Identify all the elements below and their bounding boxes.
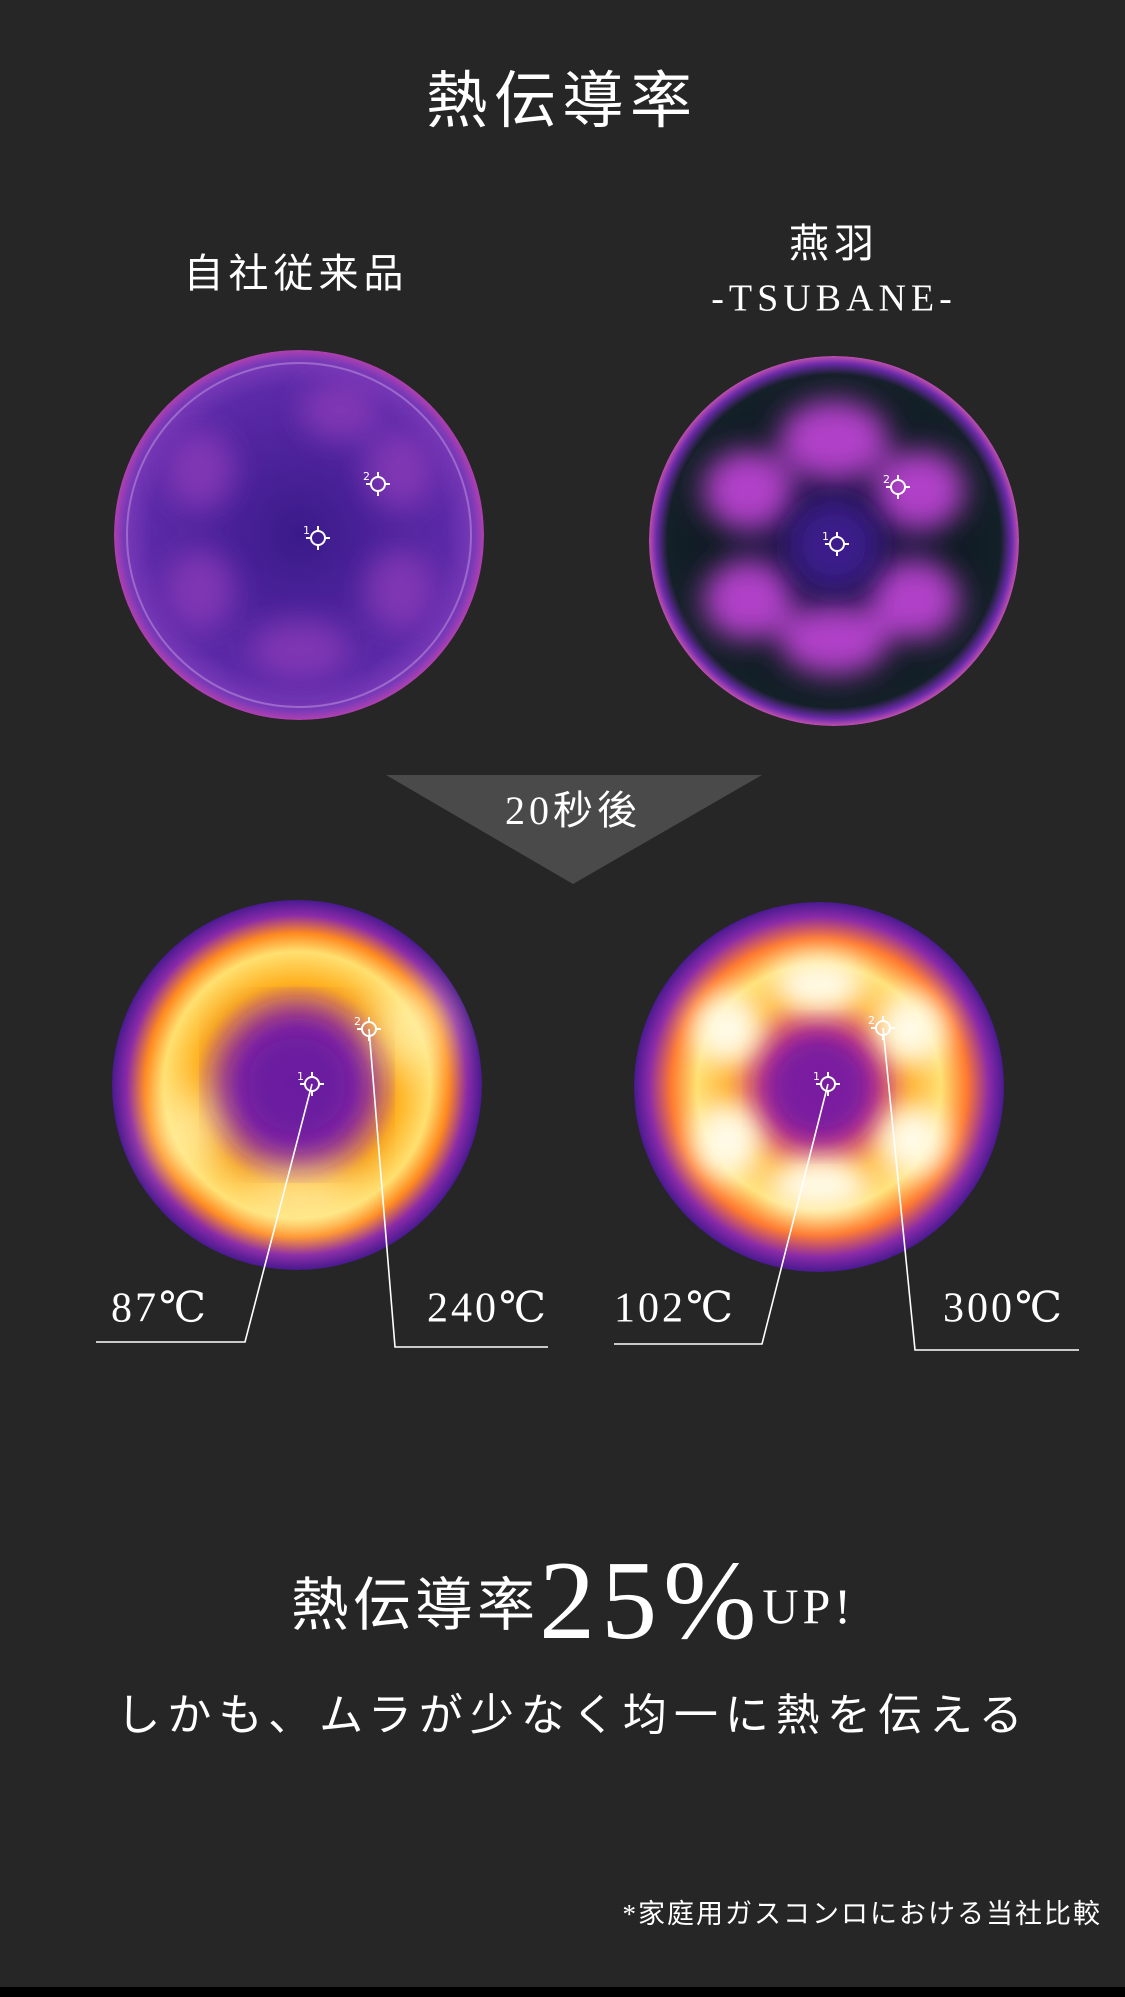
- bottom-bar: [0, 1987, 1125, 1997]
- crosshair: [886, 475, 910, 499]
- product-subname: -TSUBANE-: [711, 278, 957, 320]
- title: 熱伝導率: [426, 68, 698, 136]
- headline-suffix: UP!: [762, 1578, 855, 1634]
- crosshair: [825, 532, 849, 556]
- point-label: 2: [354, 1015, 361, 1028]
- crosshair: [871, 1016, 895, 1040]
- temperature: 240℃: [427, 1286, 549, 1332]
- headline: 熱伝導率25%UP!: [291, 1539, 855, 1663]
- point-label: 1: [813, 1070, 820, 1083]
- leader-line: [614, 1083, 829, 1345]
- thermal-image: [649, 356, 1019, 726]
- point-label: 2: [868, 1014, 875, 1027]
- headline-figure: 25%: [539, 1539, 762, 1663]
- footnote: *家庭用ガスコンロにおける当社比較: [623, 1899, 1103, 1929]
- thermal-image: [634, 902, 1004, 1272]
- crosshair: [816, 1072, 840, 1096]
- leader-line: [882, 1027, 1079, 1351]
- point-label: 2: [363, 470, 370, 483]
- temperature: 300℃: [943, 1286, 1065, 1332]
- product-name: 自社従来品: [184, 251, 409, 296]
- crosshair: [306, 526, 330, 550]
- point-label: 2: [883, 473, 890, 486]
- crosshair: [300, 1072, 324, 1096]
- thermal-image: [114, 350, 484, 720]
- arrow: [386, 775, 762, 884]
- arrow-label: 20秒後: [505, 788, 641, 833]
- point-label: 1: [822, 530, 829, 543]
- product-name: 燕羽: [789, 221, 879, 266]
- temperature: 87℃: [111, 1286, 209, 1332]
- crosshair: [357, 1017, 381, 1041]
- point-label: 1: [303, 524, 310, 537]
- leader-line: [368, 1028, 548, 1348]
- thermal-image: [112, 900, 482, 1270]
- subline: しかも、ムラが少なく均一に熱を伝える: [116, 1691, 1029, 1740]
- leader-line: [96, 1083, 313, 1343]
- crosshair: [366, 472, 390, 496]
- headline-prefix: 熱伝導率: [291, 1573, 539, 1638]
- point-label: 1: [297, 1070, 304, 1083]
- markers: 1 2 1 2 1 2 1 2: [297, 470, 910, 1096]
- temperature: 102℃: [614, 1286, 736, 1332]
